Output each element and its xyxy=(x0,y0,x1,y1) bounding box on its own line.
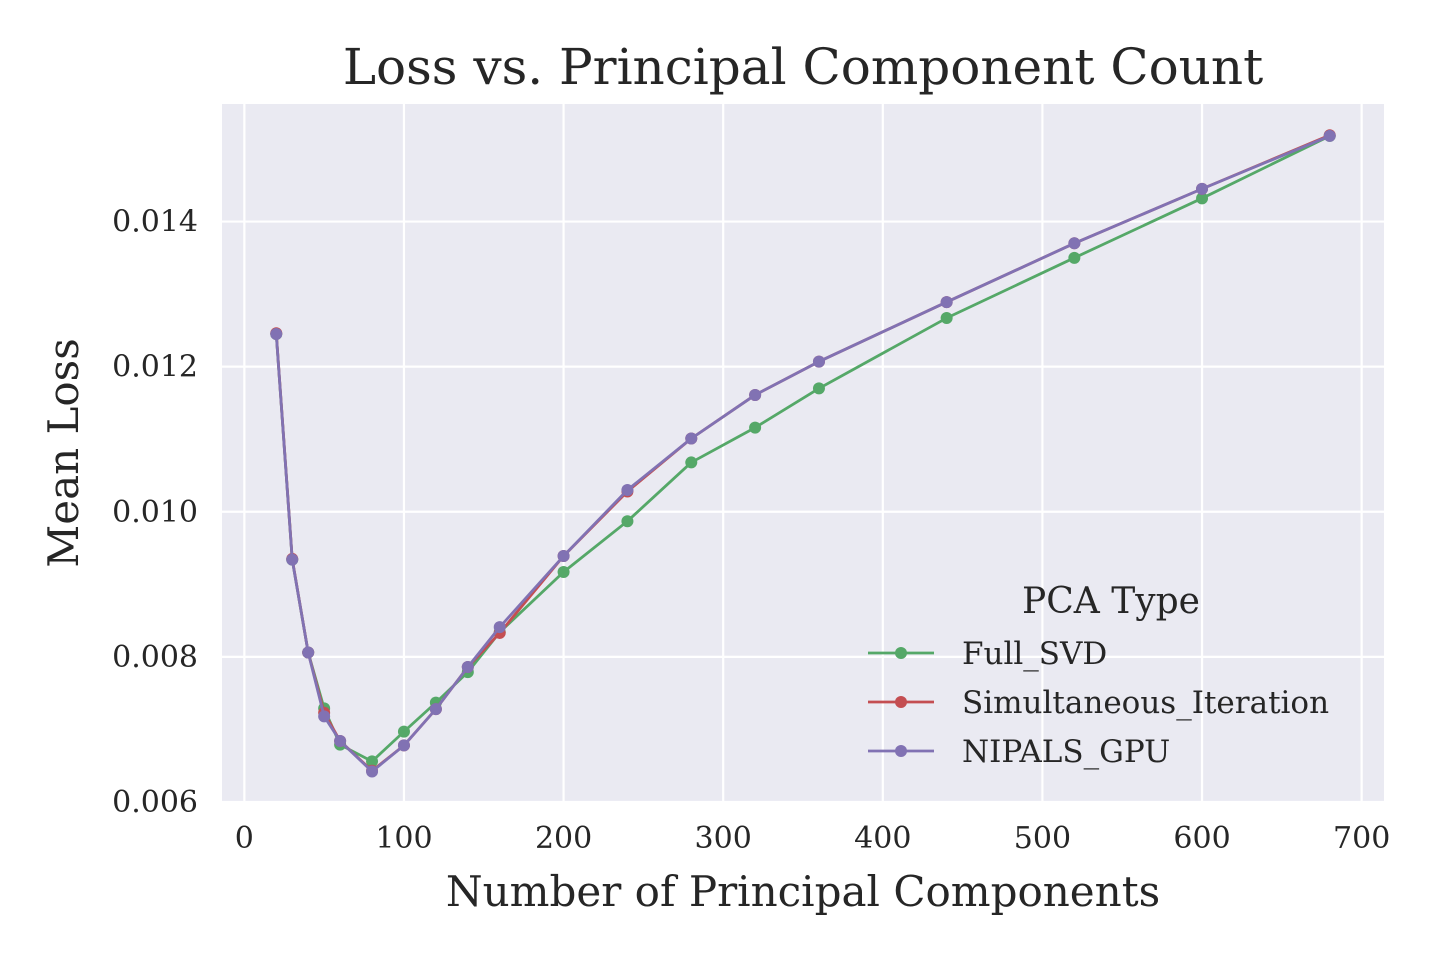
data-point-nipals-gpu xyxy=(286,553,299,566)
data-point-nipals-gpu xyxy=(812,355,825,368)
data-point-nipals-gpu xyxy=(318,710,331,723)
data-point-full-svd xyxy=(685,456,698,469)
legend-item-full-svd: Full_SVD xyxy=(868,636,1107,672)
data-point-nipals-gpu xyxy=(1196,182,1209,195)
grid-lines xyxy=(222,104,1384,804)
chart-title: Loss vs. Principal Component Count xyxy=(343,38,1263,96)
data-point-nipals-gpu xyxy=(302,646,315,659)
data-point-full-svd xyxy=(1068,251,1081,264)
data-point-nipals-gpu xyxy=(461,661,474,674)
data-point-nipals-gpu xyxy=(621,484,634,497)
data-point-nipals-gpu xyxy=(493,621,506,634)
y-tick-label: 0.006 xyxy=(112,785,198,820)
x-tick-label: 300 xyxy=(695,821,752,856)
x-tick-label: 0 xyxy=(235,821,254,856)
data-point-nipals-gpu xyxy=(940,296,953,309)
data-point-nipals-gpu xyxy=(557,550,570,563)
legend-item-simultaneous-iteration: Simultaneous_Iteration xyxy=(868,685,1329,721)
data-point-nipals-gpu xyxy=(1323,129,1336,142)
data-point-nipals-gpu xyxy=(429,703,442,716)
data-point-nipals-gpu xyxy=(1068,237,1081,250)
legend-item-nipals-gpu: NIPALS_GPU xyxy=(868,734,1170,770)
legend-marker xyxy=(895,696,907,708)
data-point-nipals-gpu xyxy=(334,735,347,748)
data-point-nipals-gpu xyxy=(685,432,698,445)
data-point-full-svd xyxy=(812,382,825,395)
x-tick-label: 200 xyxy=(535,821,592,856)
series-nipals-gpu xyxy=(270,129,1336,778)
y-tick-label: 0.008 xyxy=(112,640,198,675)
data-point-nipals-gpu xyxy=(270,328,283,341)
legend-label: Full_SVD xyxy=(962,636,1107,672)
data-point-full-svd xyxy=(366,755,379,768)
x-tick-labels: 0 100 200 300 400 500 600 700 xyxy=(235,821,1390,856)
legend-label: Simultaneous_Iteration xyxy=(962,685,1329,721)
legend-marker xyxy=(895,647,907,659)
x-tick-label: 700 xyxy=(1333,821,1390,856)
y-tick-label: 0.010 xyxy=(112,495,198,530)
x-tick-label: 100 xyxy=(375,821,432,856)
data-point-nipals-gpu xyxy=(397,739,410,752)
y-tick-label: 0.012 xyxy=(112,350,198,385)
data-point-full-svd xyxy=(1196,192,1209,205)
data-point-nipals-gpu xyxy=(749,388,762,401)
data-point-full-svd xyxy=(940,312,953,325)
legend-marker xyxy=(895,745,907,757)
plot-background xyxy=(222,104,1384,802)
x-axis-label: Number of Principal Components xyxy=(446,867,1160,916)
data-point-full-svd xyxy=(397,725,410,738)
data-point-full-svd xyxy=(557,565,570,578)
legend-label: NIPALS_GPU xyxy=(962,734,1170,770)
data-point-full-svd xyxy=(621,515,634,528)
legend: PCA Type Full_SVD Simultaneous_Iteration N… xyxy=(868,581,1329,770)
data-point-full-svd xyxy=(749,421,762,434)
data-point-nipals-gpu xyxy=(366,765,379,778)
y-axis-label: Mean Loss xyxy=(39,338,88,568)
legend-title: PCA Type xyxy=(1022,581,1200,622)
series-layer xyxy=(270,129,1336,778)
x-tick-label: 500 xyxy=(1014,821,1071,856)
x-tick-label: 400 xyxy=(854,821,911,856)
y-tick-label: 0.014 xyxy=(112,205,198,240)
y-tick-labels: 0.006 0.008 0.010 0.012 0.014 xyxy=(112,205,198,820)
x-tick-label: 600 xyxy=(1173,821,1230,856)
